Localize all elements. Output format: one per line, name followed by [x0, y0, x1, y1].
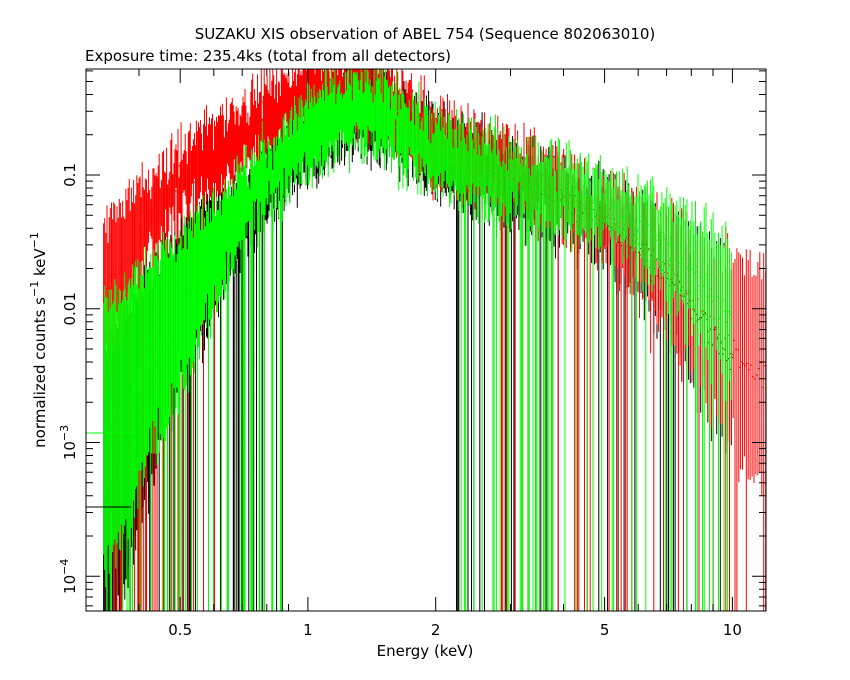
chart-subtitle: Exposure time: 235.4ks (total from all d…: [85, 47, 451, 65]
x-tick-label-0: 0.5: [168, 621, 192, 639]
axes: 0.5 1 2 5 10 0.1 0.01 10−3 10−4: [58, 68, 767, 639]
y-tick-label-2: 10−3: [58, 425, 79, 460]
y-axis-label: normalized counts s−1 keV−1: [28, 232, 49, 448]
x-axis-label: Energy (keV): [377, 642, 474, 660]
plot-area: [86, 69, 766, 611]
plot-frame: [85, 68, 767, 612]
y-tick-label-3: 10−4: [58, 559, 79, 594]
x-tick-label-1: 1: [303, 621, 313, 639]
x-tick-label-2: 2: [431, 621, 441, 639]
y-tick-label-0: 0.1: [61, 163, 79, 187]
x-tick-label-3: 5: [600, 621, 610, 639]
axis-ticks: [85, 69, 766, 611]
series-2-points: [103, 69, 734, 611]
chart-title: SUZAKU XIS observation of ABEL 754 (Sequ…: [195, 25, 656, 43]
x-tick-label-4: 10: [723, 621, 742, 639]
y-tick-label-1: 0.01: [61, 292, 79, 325]
